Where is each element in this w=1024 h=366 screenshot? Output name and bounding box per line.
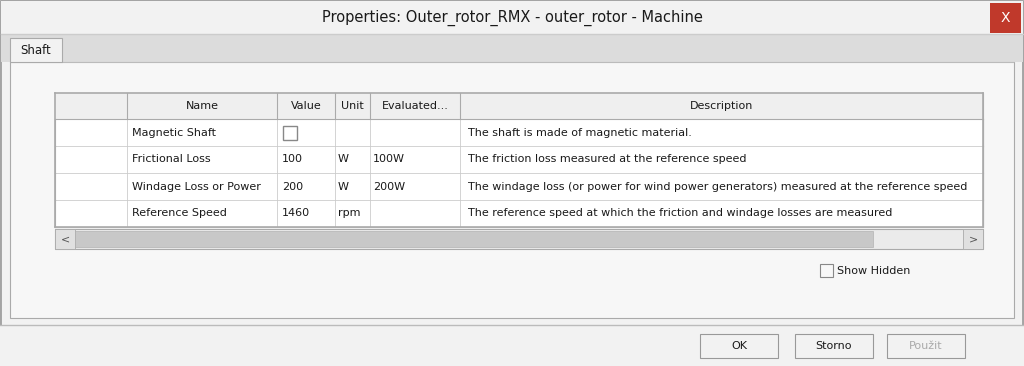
Text: Evaluated...: Evaluated... (382, 101, 449, 111)
Text: 100W: 100W (373, 154, 406, 164)
Bar (0, 325, 1024, 366)
Text: <: < (60, 234, 70, 244)
Bar (75, 231, 873, 247)
Text: Value: Value (291, 101, 322, 111)
Text: The friction loss measured at the reference speed: The friction loss measured at the refere… (468, 154, 746, 164)
Text: Unit: Unit (341, 101, 364, 111)
Bar (1, 1, 1023, 35)
Text: Properties: Outer_rotor_RMX - outer_rotor - Machine: Properties: Outer_rotor_RMX - outer_roto… (322, 10, 702, 26)
Text: 1460: 1460 (282, 209, 310, 219)
Text: Magnetic Shaft: Magnetic Shaft (132, 127, 216, 138)
Bar (55, 229, 983, 249)
Text: W: W (338, 182, 349, 191)
Text: W: W (338, 154, 349, 164)
Bar (820, 264, 833, 277)
Text: OK: OK (731, 341, 746, 351)
Text: Shaft: Shaft (20, 44, 51, 56)
Bar (55, 146, 983, 173)
Text: Storno: Storno (816, 341, 852, 351)
Bar (55, 93, 983, 119)
Bar (55, 173, 983, 200)
Text: The reference speed at which the friction and windage losses are measured: The reference speed at which the frictio… (468, 209, 892, 219)
Bar (700, 334, 778, 358)
Bar (887, 334, 965, 358)
Text: Windage Loss or Power: Windage Loss or Power (132, 182, 261, 191)
Text: Show Hidden: Show Hidden (837, 266, 910, 276)
Text: 100: 100 (282, 154, 303, 164)
Text: The windage loss (or power for wind power generators) measured at the reference : The windage loss (or power for wind powe… (468, 182, 968, 191)
Text: Frictional Loss: Frictional Loss (132, 154, 211, 164)
Bar (10, 38, 62, 62)
Bar (55, 200, 983, 227)
Bar (1, 34, 1023, 62)
Text: Použit: Použit (909, 341, 943, 351)
Bar (55, 229, 75, 249)
Text: X: X (1000, 11, 1011, 25)
Bar (963, 229, 983, 249)
Text: >: > (969, 234, 978, 244)
Text: 200: 200 (282, 182, 303, 191)
Text: Description: Description (690, 101, 754, 111)
Text: rpm: rpm (338, 209, 360, 219)
Bar (990, 3, 1021, 33)
Bar (283, 126, 297, 139)
Text: The shaft is made of magnetic material.: The shaft is made of magnetic material. (468, 127, 692, 138)
Text: Name: Name (185, 101, 218, 111)
Bar (10, 62, 1014, 318)
Text: Reference Speed: Reference Speed (132, 209, 227, 219)
Bar (55, 119, 983, 146)
Text: 200W: 200W (373, 182, 406, 191)
Bar (55, 93, 983, 227)
Bar (795, 334, 873, 358)
Bar (10, 62, 1014, 63)
